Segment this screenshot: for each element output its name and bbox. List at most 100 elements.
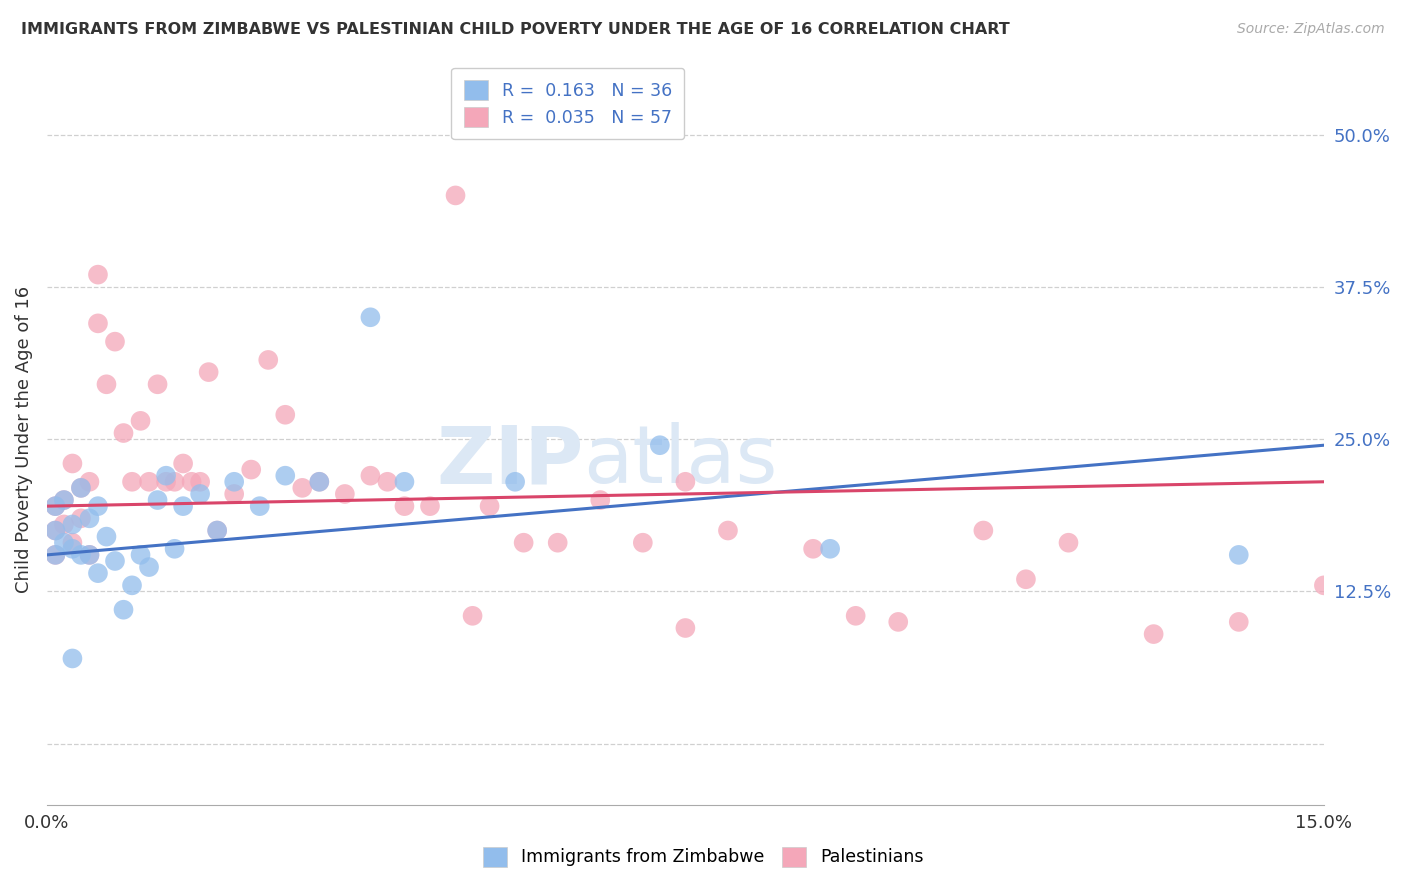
Point xyxy=(205,524,228,538)
Text: IMMIGRANTS FROM ZIMBABWE VS PALESTINIAN CHILD POVERTY UNDER THE AGE OF 16 CORREL: IMMIGRANTS FROM ZIMBABWE VS PALESTINIAN … xyxy=(21,22,1010,37)
Point xyxy=(87,268,110,282)
Point xyxy=(274,468,297,483)
Point xyxy=(62,517,84,532)
Point xyxy=(121,578,143,592)
Point xyxy=(419,499,441,513)
Point xyxy=(818,541,841,556)
Point xyxy=(240,462,263,476)
Point xyxy=(180,475,202,489)
Point xyxy=(172,499,194,513)
Point xyxy=(44,499,66,513)
Point xyxy=(1313,578,1336,592)
Point xyxy=(224,487,246,501)
Point xyxy=(79,548,101,562)
Point xyxy=(1057,535,1080,549)
Point xyxy=(1227,548,1250,562)
Point xyxy=(673,621,696,635)
Point xyxy=(79,511,101,525)
Point xyxy=(52,493,75,508)
Point xyxy=(62,651,84,665)
Point xyxy=(121,475,143,489)
Point xyxy=(62,541,84,556)
Point xyxy=(257,353,280,368)
Point xyxy=(197,365,219,379)
Legend: Immigrants from Zimbabwe, Palestinians: Immigrants from Zimbabwe, Palestinians xyxy=(471,835,935,879)
Point xyxy=(394,499,416,513)
Y-axis label: Child Poverty Under the Age of 16: Child Poverty Under the Age of 16 xyxy=(15,285,32,592)
Point xyxy=(79,475,101,489)
Point xyxy=(44,499,66,513)
Point xyxy=(87,317,110,331)
Point xyxy=(44,524,66,538)
Point xyxy=(52,535,75,549)
Point xyxy=(44,548,66,562)
Point xyxy=(1143,627,1166,641)
Point xyxy=(205,524,228,538)
Point xyxy=(146,377,169,392)
Point xyxy=(70,548,93,562)
Point xyxy=(104,334,127,349)
Point xyxy=(138,560,160,574)
Point xyxy=(79,548,101,562)
Point xyxy=(188,487,211,501)
Point xyxy=(104,554,127,568)
Point xyxy=(359,310,381,325)
Point xyxy=(129,414,152,428)
Point xyxy=(359,468,381,483)
Point xyxy=(155,475,177,489)
Point xyxy=(70,481,93,495)
Point xyxy=(163,541,186,556)
Point xyxy=(377,475,399,489)
Point xyxy=(308,475,330,489)
Point xyxy=(172,457,194,471)
Point xyxy=(87,499,110,513)
Point xyxy=(717,524,740,538)
Point xyxy=(224,475,246,489)
Point xyxy=(52,493,75,508)
Point xyxy=(146,493,169,508)
Point xyxy=(308,475,330,489)
Point xyxy=(274,408,297,422)
Point xyxy=(478,499,501,513)
Point xyxy=(70,511,93,525)
Point xyxy=(394,475,416,489)
Point xyxy=(631,535,654,549)
Point xyxy=(138,475,160,489)
Point xyxy=(503,475,526,489)
Point xyxy=(44,548,66,562)
Point xyxy=(801,541,824,556)
Point xyxy=(845,608,868,623)
Point xyxy=(461,608,484,623)
Legend: R =  0.163   N = 36, R =  0.035   N = 57: R = 0.163 N = 36, R = 0.035 N = 57 xyxy=(451,68,685,139)
Point xyxy=(129,548,152,562)
Point xyxy=(249,499,271,513)
Text: atlas: atlas xyxy=(583,422,778,500)
Point xyxy=(1015,572,1038,586)
Point xyxy=(188,475,211,489)
Point xyxy=(62,535,84,549)
Point xyxy=(62,457,84,471)
Point xyxy=(112,603,135,617)
Point xyxy=(96,377,118,392)
Point xyxy=(112,425,135,440)
Point xyxy=(87,566,110,581)
Text: ZIP: ZIP xyxy=(436,422,583,500)
Point xyxy=(70,481,93,495)
Point xyxy=(96,530,118,544)
Point xyxy=(291,481,314,495)
Point xyxy=(648,438,671,452)
Point xyxy=(333,487,356,501)
Text: Source: ZipAtlas.com: Source: ZipAtlas.com xyxy=(1237,22,1385,37)
Point xyxy=(547,535,569,549)
Point xyxy=(972,524,994,538)
Point xyxy=(163,475,186,489)
Point xyxy=(589,493,612,508)
Point xyxy=(444,188,467,202)
Point xyxy=(155,468,177,483)
Point xyxy=(512,535,534,549)
Point xyxy=(52,517,75,532)
Point xyxy=(887,615,910,629)
Point xyxy=(1227,615,1250,629)
Point xyxy=(673,475,696,489)
Point xyxy=(44,524,66,538)
